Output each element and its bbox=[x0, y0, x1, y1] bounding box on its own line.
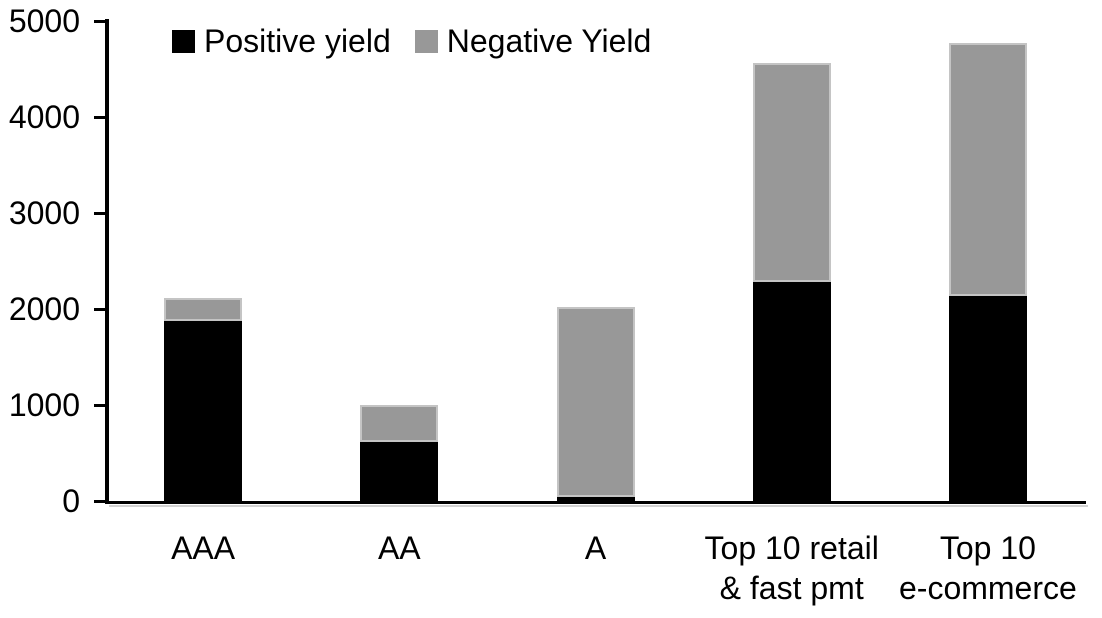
x-axis-label-line: A bbox=[584, 530, 607, 566]
bar-segment-aa-positive-yield bbox=[360, 442, 439, 501]
bar-segment-aa-negative-yield bbox=[360, 405, 439, 443]
y-axis-line bbox=[105, 19, 109, 504]
x-axis-label-aa: AA bbox=[301, 528, 497, 568]
y-axis-tick-2000 bbox=[94, 307, 106, 311]
bar-a bbox=[556, 307, 635, 501]
bar-segment-top-10-e-commerce-positive-yield bbox=[948, 295, 1027, 501]
x-axis-label-line: & fast pmt bbox=[719, 570, 864, 606]
bar-top-10-e-commerce bbox=[948, 43, 1027, 501]
y-axis-label-3000: 3000 bbox=[8, 195, 80, 231]
legend-label-negative-yield: Negative Yield bbox=[446, 23, 652, 59]
x-axis-label-line: Top 10 retail bbox=[704, 530, 879, 566]
bar-top-10-retail-fast-pmt bbox=[752, 63, 831, 501]
y-axis-label-4000: 4000 bbox=[8, 99, 80, 135]
bar-segment-a-negative-yield bbox=[556, 307, 635, 498]
bar-segment-a-positive-yield bbox=[556, 497, 635, 501]
bar-aaa bbox=[164, 298, 243, 501]
legend-label-positive-yield: Positive yield bbox=[204, 23, 391, 59]
x-axis-label-line: e-commerce bbox=[898, 570, 1077, 606]
x-axis-label-line: AAA bbox=[171, 530, 236, 566]
plot-area bbox=[105, 21, 1086, 501]
y-axis-label-2000: 2000 bbox=[8, 291, 80, 327]
bar-aa bbox=[360, 405, 439, 501]
chart-legend: Positive yield Negative Yield bbox=[172, 25, 651, 58]
x-axis-label-a: A bbox=[497, 528, 693, 568]
bar-segment-aaa-positive-yield bbox=[164, 320, 243, 501]
y-axis-tick-4000 bbox=[94, 115, 106, 119]
legend-item-negative-yield: Negative Yield bbox=[414, 23, 652, 59]
x-axis-line bbox=[105, 501, 1086, 504]
bar-segment-top-10-retail-fast-pmt-positive-yield bbox=[752, 282, 831, 501]
y-axis-label-0: 0 bbox=[62, 483, 80, 519]
legend-item-positive-yield: Positive yield bbox=[172, 25, 391, 58]
x-axis-label-aaa: AAA bbox=[105, 528, 301, 568]
y-axis-tick-3000 bbox=[94, 211, 106, 215]
legend-swatch-negative-yield bbox=[414, 30, 438, 53]
bar-segment-top-10-e-commerce-negative-yield bbox=[948, 43, 1027, 296]
x-axis-shadow-line bbox=[109, 505, 1088, 507]
bar-segment-top-10-retail-fast-pmt-negative-yield bbox=[752, 63, 831, 283]
x-axis-label-top-10-e-commerce: Top 10 e-commerce bbox=[890, 528, 1086, 608]
y-axis-tick-0 bbox=[94, 499, 106, 503]
y-axis-tick-5000 bbox=[94, 19, 106, 23]
x-axis-label-line: Top 10 bbox=[939, 530, 1036, 566]
y-axis-label-5000: 5000 bbox=[8, 3, 80, 39]
legend-swatch-positive-yield bbox=[172, 30, 195, 53]
y-axis-label-1000: 1000 bbox=[8, 387, 80, 423]
y-axis-tick-1000 bbox=[94, 403, 106, 407]
bar-segment-aaa-negative-yield bbox=[164, 298, 243, 321]
x-axis-label-top-10-retail-fast-pmt: Top 10 retail & fast pmt bbox=[694, 528, 890, 608]
x-axis-label-line: AA bbox=[377, 530, 421, 566]
